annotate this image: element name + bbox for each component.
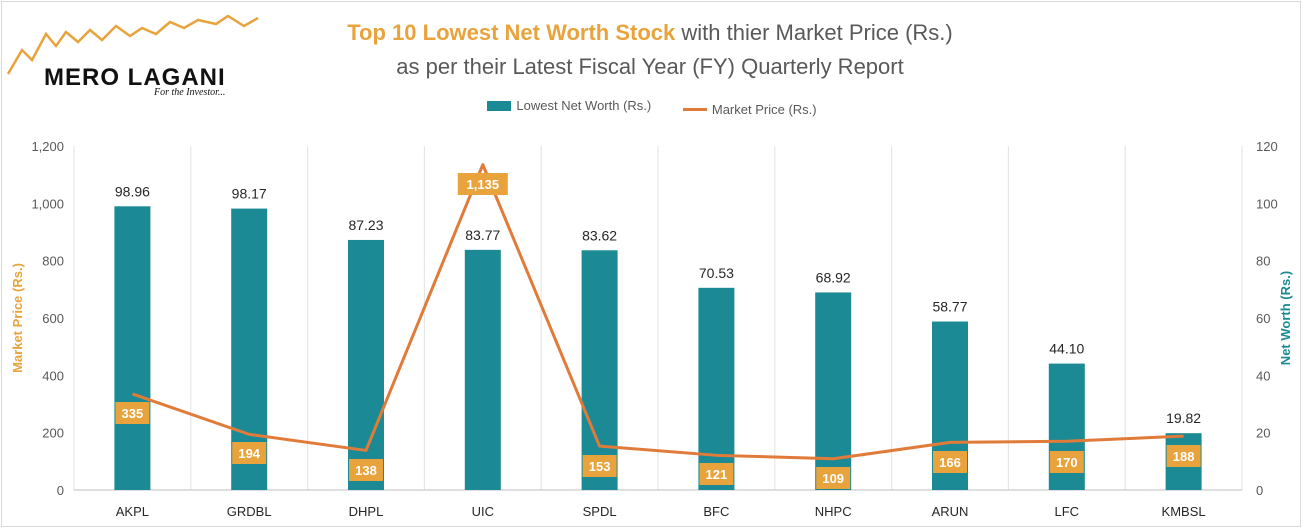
right-axis-tick-label: 20 — [1256, 426, 1270, 441]
category-tick-label: LFC — [1055, 504, 1080, 519]
category-tick-label: DHPL — [349, 504, 384, 519]
market-price-label-box — [582, 455, 617, 477]
category-tick-label: GRDBL — [227, 504, 272, 519]
market-price-data-label: 153 — [589, 459, 611, 474]
net-worth-data-label: 98.17 — [232, 186, 267, 202]
legend-label-market-price: Market Price (Rs.) — [711, 101, 817, 117]
left-axis-tick-label: 1,200 — [31, 139, 64, 154]
net-worth-data-label: 58.77 — [932, 299, 967, 315]
category-tick-label: NHPC — [815, 504, 852, 519]
market-price-label-box — [115, 402, 150, 424]
chart-legend: Lowest Net Worth (Rs.) Market Price (Rs.… — [0, 98, 1304, 117]
right-axis-tick-label: 40 — [1256, 368, 1270, 383]
market-price-line — [131, 163, 1184, 461]
left-axis-tick-label: 800 — [42, 254, 64, 269]
legend-swatch-line — [682, 107, 707, 111]
left-axis-tick-label: 200 — [42, 426, 64, 441]
net-worth-data-label: 83.77 — [465, 227, 500, 243]
market-price-data-label: 121 — [706, 467, 728, 482]
category-tick-label: UIC — [472, 504, 494, 519]
market-price-data-label: 166 — [939, 455, 961, 470]
logo-tagline: For the Investor... — [154, 87, 226, 98]
market-price-data-label: 194 — [238, 446, 260, 461]
logo-wordmark: MERO LAGANI — [44, 64, 226, 91]
net-worth-bar — [464, 249, 501, 490]
net-worth-data-label: 68.92 — [816, 269, 851, 285]
left-axis-tick-label: 1,000 — [31, 196, 64, 211]
right-axis-title: Net Worth (Rs.) — [1278, 271, 1293, 365]
net-worth-bar — [815, 292, 852, 490]
market-price-label-box — [457, 173, 508, 195]
market-price-label-box — [232, 442, 267, 464]
net-worth-data-label: 19.82 — [1166, 410, 1201, 426]
mero-lagani-logo: MERO LAGANI For the Investor... — [6, 12, 278, 98]
legend-item-net-worth: Lowest Net Worth (Rs.) — [487, 98, 651, 113]
category-tick-label: ARUN — [932, 504, 969, 519]
market-price-label-box — [933, 451, 967, 473]
category-tick-label: AKPL — [116, 504, 149, 519]
category-tick-label: BFC — [703, 504, 729, 519]
net-worth-bar — [581, 250, 618, 490]
market-price-label-box — [1166, 445, 1201, 467]
category-tick-label: SPDL — [583, 504, 617, 519]
right-axis-tick-label: 100 — [1256, 196, 1278, 211]
net-worth-data-label: 87.23 — [348, 217, 383, 233]
category-tick-label: KMBSL — [1162, 504, 1206, 519]
market-price-label-box — [816, 467, 851, 489]
market-price-data-label: 188 — [1173, 449, 1195, 464]
market-price-data-label: 109 — [822, 471, 844, 486]
net-worth-bar — [698, 287, 735, 490]
left-axis-tick-label: 400 — [42, 368, 64, 383]
legend-label-net-worth: Lowest Net Worth (Rs.) — [516, 98, 652, 113]
net-worth-data-label: 70.53 — [699, 265, 734, 281]
right-axis-tick-label: 80 — [1256, 254, 1270, 269]
market-price-label-box — [1049, 451, 1084, 473]
net-worth-bar — [348, 239, 384, 490]
chart-title: Top 10 Lowest Net Worth Stock with thier… — [280, 20, 1020, 46]
right-axis-tick-label: 0 — [1256, 483, 1263, 498]
market-price-data-label: 170 — [1056, 455, 1078, 470]
net-worth-data-label: 44.10 — [1049, 341, 1084, 357]
chart-subtitle: as per their Latest Fiscal Year (FY) Qua… — [396, 54, 904, 79]
left-axis-tick-label: 600 — [42, 311, 64, 326]
chart-title-highlight: Top 10 Lowest Net Worth Stock — [347, 20, 676, 45]
net-worth-data-label: 98.96 — [115, 183, 150, 199]
legend-swatch-bar — [487, 100, 512, 111]
right-axis-tick-label: 60 — [1256, 311, 1270, 326]
market-price-data-label: 138 — [355, 463, 377, 478]
market-price-label-box — [349, 459, 383, 481]
net-worth-bar — [114, 206, 151, 490]
left-axis-title: Market Price (Rs.) — [10, 263, 25, 373]
logo-mountain-graphic — [6, 14, 259, 75]
market-price-label-box — [699, 463, 734, 485]
right-axis-tick-label: 120 — [1256, 139, 1278, 154]
legend-item-market-price: Market Price (Rs.) — [682, 101, 817, 117]
left-axis-tick-label: 0 — [57, 483, 64, 498]
chart-title-rest: with thier Market Price (Rs.) — [675, 20, 953, 45]
market-price-data-label: 335 — [122, 406, 144, 421]
market-price-data-label: 1,135 — [467, 177, 500, 192]
net-worth-data-label: 83.62 — [582, 227, 617, 243]
